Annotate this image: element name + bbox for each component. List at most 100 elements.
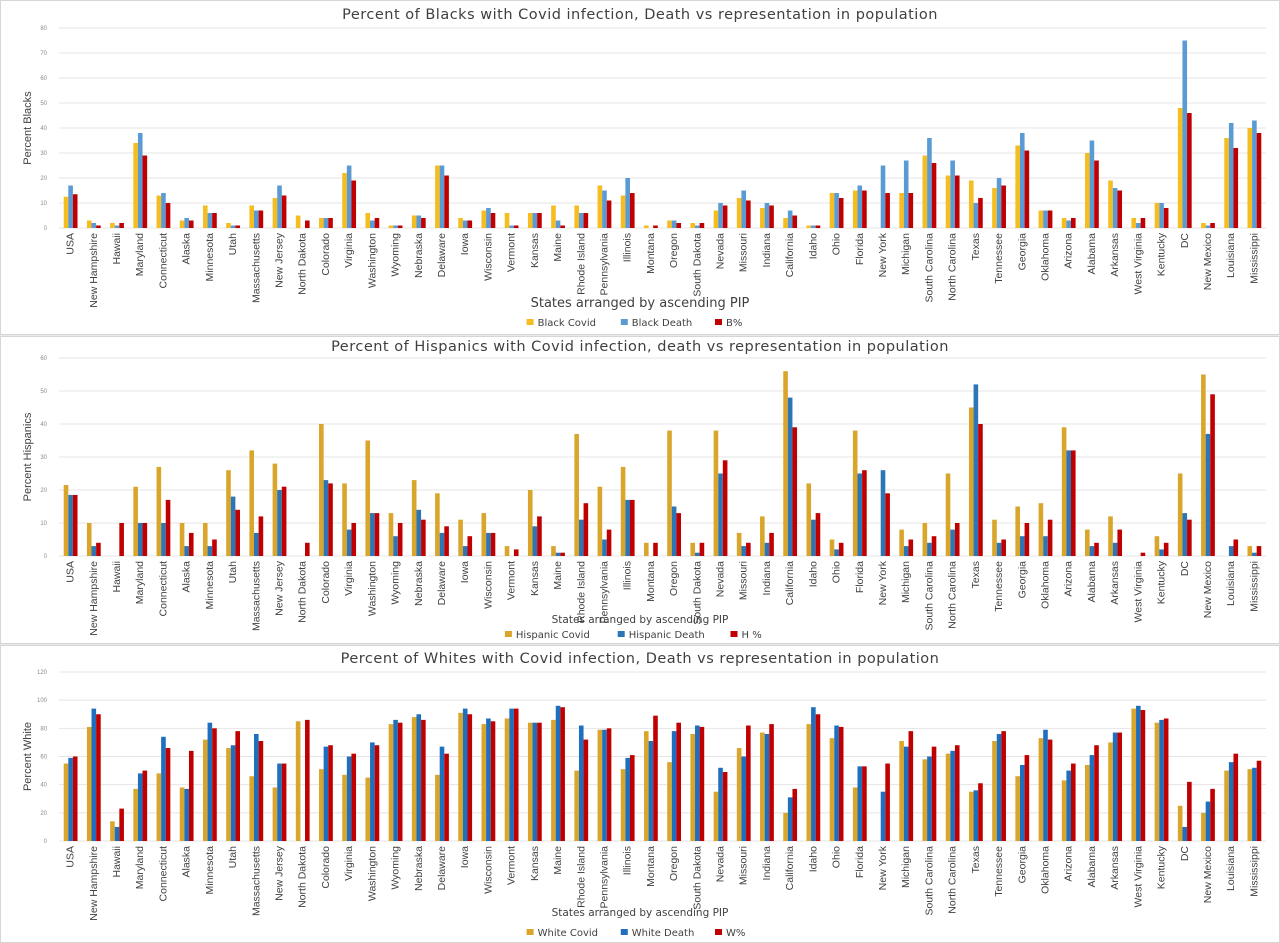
bar-h: [676, 513, 682, 556]
bar-w: [1210, 788, 1215, 841]
bar-h: [931, 536, 937, 556]
bar-black-death: [277, 185, 282, 228]
bar-w: [397, 722, 403, 841]
bar-black-covid: [620, 195, 626, 228]
x-category-label: Connecticut: [157, 561, 169, 617]
bar-h: [629, 499, 635, 556]
x-category-label: Illinois: [622, 233, 634, 262]
bar-b: [142, 155, 148, 228]
bar-b: [862, 190, 867, 228]
bar-black-death: [509, 225, 514, 228]
bar-white-death: [857, 766, 863, 841]
bar-w: [1001, 731, 1006, 841]
bar-hispanic-death: [439, 532, 445, 556]
bar-black-death: [323, 218, 329, 228]
bar-white-death: [346, 756, 352, 841]
x-category-label: Maryland: [134, 561, 146, 604]
bar-white-death: [416, 714, 422, 841]
bar-black-death: [718, 203, 723, 228]
bar-h: [1233, 539, 1239, 556]
x-category-label: Hawaii: [111, 846, 123, 878]
bar-w: [1187, 781, 1192, 841]
bar-h: [305, 542, 310, 556]
bar-b: [96, 225, 101, 228]
bar-hispanic-death: [903, 546, 909, 556]
bar-h: [351, 523, 357, 556]
x-category-label: Alaska: [181, 846, 193, 878]
bar-hispanic-death: [578, 519, 584, 556]
bar-white-covid: [852, 787, 858, 841]
bar-white-covid: [806, 724, 812, 841]
x-category-label: New York: [877, 560, 889, 605]
x-category-label: Oklahoma: [1039, 233, 1051, 281]
bar-black-covid: [783, 218, 788, 228]
x-category-label: Georgia: [1016, 233, 1028, 271]
x-category-label: Michigan: [900, 846, 912, 888]
x-category-label: Colorado: [320, 846, 332, 889]
x-category-label: Montana: [645, 233, 657, 274]
bar-black-death: [532, 213, 538, 228]
x-category-label: Maryland: [134, 233, 146, 276]
bar-white-covid: [272, 787, 278, 841]
bar-h: [1071, 450, 1076, 556]
bar-hispanic-covid: [504, 546, 510, 556]
bar-hispanic-covid: [899, 529, 904, 556]
bar-w: [421, 719, 426, 841]
bar-hispanic-death: [416, 509, 422, 556]
bar-b: [374, 218, 380, 228]
bar-black-covid: [202, 205, 208, 228]
bar-h: [1117, 529, 1123, 556]
bar-b: [560, 225, 565, 228]
bar-white-covid: [1224, 770, 1229, 841]
x-category-label: Missouri: [738, 561, 750, 600]
x-category-label: New Hampshire: [88, 233, 100, 308]
bar-white-death: [1136, 705, 1141, 841]
x-category-label: USA: [65, 561, 77, 583]
bar-hispanic-covid: [1154, 536, 1160, 556]
bar-h: [1094, 542, 1099, 556]
bar-hispanic-death: [1112, 542, 1118, 556]
bar-b: [258, 210, 264, 228]
bar-black-covid: [1061, 218, 1067, 228]
bar-white-covid: [713, 791, 719, 841]
bar-w: [1117, 732, 1123, 841]
bar-hispanic-death: [811, 519, 816, 556]
bar-hispanic-covid: [574, 433, 579, 556]
x-category-label: New Hampshire: [88, 561, 100, 636]
bar-black-covid: [295, 215, 301, 228]
x-category-label: Alaska: [181, 561, 193, 593]
bar-w: [258, 741, 264, 841]
bar-hispanic-covid: [783, 371, 788, 556]
x-category-label: South Carolina: [923, 846, 935, 916]
x-category-label: USA: [65, 233, 77, 255]
bar-w: [606, 728, 612, 841]
x-category-label: North Carolina: [947, 233, 959, 301]
bar-hispanic-covid: [643, 542, 649, 556]
bar-black-covid: [852, 190, 858, 228]
bar-w: [1024, 755, 1030, 841]
x-category-label: Maine: [552, 233, 564, 262]
bar-white-covid: [1247, 769, 1253, 841]
bar-hispanic-covid: [1038, 503, 1044, 556]
bar-black-covid: [481, 210, 487, 228]
x-category-label: Wisconsin: [482, 846, 494, 894]
bar-black-covid: [272, 198, 278, 228]
x-category-label: New Mexico: [1202, 561, 1214, 618]
bar-h: [1210, 394, 1215, 556]
x-category-label: Kansas: [529, 233, 541, 268]
bar-black-covid: [1247, 128, 1253, 228]
x-category-label: Delaware: [436, 233, 448, 278]
bar-w: [281, 763, 287, 841]
x-category-label: New Jersey: [274, 845, 286, 901]
x-category-label: Wyoming: [390, 561, 402, 605]
bar-white-death: [161, 736, 166, 841]
x-category-label: Kansas: [529, 561, 541, 596]
bar-b: [1256, 133, 1262, 228]
bar-white-death: [625, 757, 630, 841]
bar-h: [258, 516, 264, 556]
bar-hispanic-death: [787, 397, 793, 556]
bar-white-covid: [319, 769, 324, 841]
bar-w: [746, 725, 751, 841]
bar-hispanic-covid: [1015, 506, 1020, 556]
x-category-label: Massachusetts: [250, 846, 262, 916]
